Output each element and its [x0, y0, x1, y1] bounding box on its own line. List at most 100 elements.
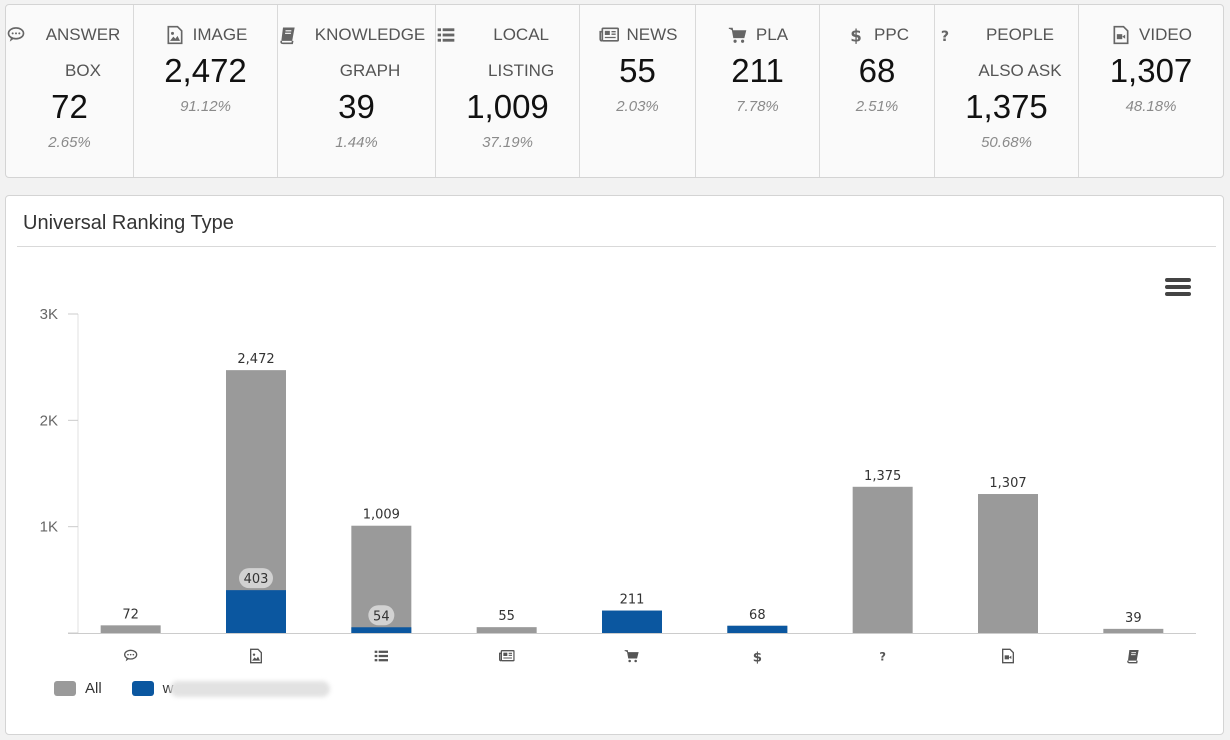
data-label: 39 [1125, 611, 1142, 626]
stat-percentage: 2.51% [855, 98, 899, 115]
bar-all-book [1103, 628, 1164, 633]
stat-percentage: 2.65% [48, 134, 91, 151]
stat-heading: KNOWLEDGE GRAPH [278, 17, 435, 89]
stat-label: ANSWER BOX [45, 25, 121, 80]
inner-label-bg [239, 568, 273, 589]
cart-icon [727, 17, 749, 53]
stats-bar: ANSWER BOX 72 2.65% IMAGE 2,472 91.12% KNOWLED… [5, 4, 1224, 178]
stat-value: 1,307 [1109, 52, 1193, 89]
bar-domain-image [226, 590, 286, 633]
stat-ppc: $ PPC 68 2.51% [820, 5, 935, 177]
svg-text:?: ? [941, 29, 949, 45]
stat-label: PLA [755, 25, 789, 44]
stat-heading: LOCAL LISTING [436, 17, 579, 89]
hamburger-line [1165, 278, 1191, 282]
stat-value: 211 [731, 52, 784, 89]
data-label: 2,472 [237, 352, 274, 367]
data-label: 55 [498, 609, 515, 624]
stat-label: NEWS [626, 25, 678, 44]
data-label: 1,009 [363, 508, 400, 523]
chart-menu-button[interactable] [1165, 278, 1191, 298]
legend-item-domain[interactable]: w [131, 680, 330, 697]
stat-percentage: 48.18% [1125, 98, 1177, 115]
list-icon [436, 17, 456, 53]
stat-label: IMAGE [192, 25, 248, 44]
stat-heading: IMAGE [164, 17, 248, 53]
stat-heading: $ PPC [845, 17, 909, 53]
newspaper-icon [598, 17, 620, 53]
stat-image: IMAGE 2,472 91.12% [134, 5, 278, 177]
legend-label-all: All [85, 680, 102, 697]
redacted-label [169, 680, 330, 697]
stat-percentage: 2.03% [616, 98, 659, 115]
video-file-icon-glyph [1002, 648, 1014, 664]
stat-value: 68 [858, 52, 896, 89]
stat-heading: PLA [727, 17, 788, 53]
stat-knowledge-graph: KNOWLEDGE GRAPH 39 1.44% [278, 5, 436, 177]
title-divider [17, 246, 1216, 247]
cart-icon-glyph [624, 650, 639, 663]
chart-title: Universal Ranking Type [23, 212, 234, 234]
bar-chart: 1K 2K 3K 72 2,472 403 1,009 54 55 211 68 $1,375? 1,3… [40, 306, 1196, 665]
stat-video: VIDEO 1,307 48.18% [1079, 5, 1223, 177]
stat-heading: NEWS [598, 17, 678, 53]
stat-label: PPC [874, 25, 909, 44]
stat-label: KNOWLEDGE GRAPH [314, 25, 426, 80]
list-icon [374, 650, 388, 662]
y-tick-label: 3K [40, 306, 58, 323]
video-file-icon [1110, 17, 1132, 53]
video-file-icon [1002, 648, 1014, 664]
bar-all-comment [100, 625, 161, 633]
bar-domain-cart [602, 610, 662, 633]
y-tick-label: 2K [40, 412, 58, 429]
svg-text:$: $ [850, 27, 862, 45]
legend-item-all[interactable]: All [54, 680, 102, 697]
legend-swatch-all [54, 681, 76, 696]
stat-percentage: 37.19% [482, 134, 533, 151]
stat-people-also-ask: ? PEOPLE ALSO ASK 1,375 50.68% [935, 5, 1079, 177]
hamburger-line [1165, 292, 1191, 296]
stat-percentage: 1.44% [335, 134, 378, 151]
book-icon-glyph [1127, 650, 1139, 664]
inner-label-bg [368, 605, 395, 626]
chart-legend: All w [54, 680, 360, 697]
newspaper-icon [498, 650, 515, 662]
stat-label: VIDEO [1139, 25, 1192, 44]
cart-icon [624, 650, 639, 663]
bar-all-image [226, 370, 286, 633]
legend-label-domain: w [162, 680, 174, 697]
stat-label: PEOPLE ALSO ASK [978, 25, 1062, 80]
image-icon [164, 17, 186, 53]
stat-percentage: 50.68% [981, 134, 1032, 151]
stat-value: 72 [51, 88, 88, 125]
image-icon [250, 648, 262, 664]
stat-heading: ? PEOPLE ALSO ASK [935, 17, 1078, 89]
stat-percentage: 7.78% [736, 98, 779, 115]
stat-heading: ANSWER BOX [6, 17, 133, 89]
data-label: 1,307 [989, 476, 1026, 491]
chart-card: Universal Ranking Type 1K 2K 3K 72 2,472 403 1… [5, 195, 1224, 735]
stat-news: NEWS 55 2.03% [580, 5, 696, 177]
data-label: 211 [620, 593, 645, 608]
dollar-icon: $ [753, 650, 762, 665]
data-label: 1,375 [864, 469, 901, 484]
data-label: 68 [749, 608, 766, 623]
newspaper-icon-glyph [498, 650, 515, 662]
y-tick-label: 1K [40, 519, 58, 536]
legend-swatch-domain [131, 681, 154, 696]
hamburger-line [1165, 285, 1191, 289]
stat-pla: PLA 211 7.78% [696, 5, 820, 177]
comment-icon [123, 649, 138, 662]
stat-value: 39 [338, 88, 375, 125]
bar-domain-dollar [727, 625, 788, 633]
stat-answer-box: ANSWER BOX 72 2.65% [6, 5, 134, 177]
bar-domain-list [351, 627, 412, 633]
stat-local-listing: LOCAL LISTING 1,009 37.19% [436, 5, 580, 177]
svg-text:$: $ [753, 650, 762, 665]
question-icon: ? [879, 650, 886, 664]
question-icon-glyph: ? [879, 650, 886, 664]
image-icon-glyph [250, 648, 262, 664]
comment-icon-glyph [123, 649, 138, 662]
bar-all-question [852, 486, 913, 633]
bar-all-newspaper [476, 627, 537, 633]
